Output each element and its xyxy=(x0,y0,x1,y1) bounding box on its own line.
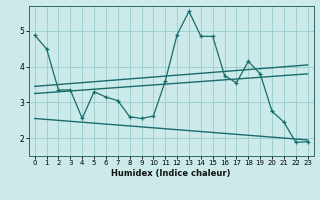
X-axis label: Humidex (Indice chaleur): Humidex (Indice chaleur) xyxy=(111,169,231,178)
